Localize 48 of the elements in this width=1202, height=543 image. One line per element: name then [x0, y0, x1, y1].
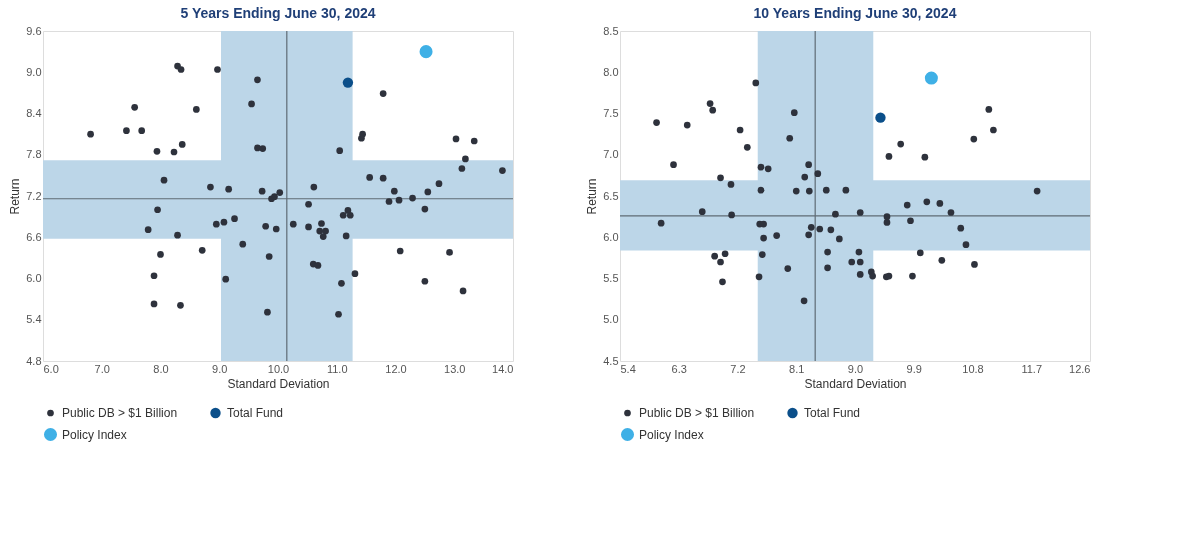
- x-tick-label: 9.9: [906, 362, 922, 375]
- legend-label: Public DB > $1 Billion: [639, 406, 755, 420]
- y-tick-label: 5.4: [26, 313, 42, 326]
- y-tick-label: 6.6: [26, 230, 42, 243]
- x-tick-label: 11.0: [326, 362, 348, 375]
- y-tick-label: 7.2: [26, 189, 42, 202]
- x-tick-label: 8.0: [153, 362, 169, 375]
- x-tick-label: 8.1: [789, 362, 805, 375]
- x-tick-label: 10.8: [962, 362, 984, 375]
- legend-label: Policy Index: [62, 427, 127, 442]
- y-tick-label: 9.0: [26, 65, 42, 78]
- x-tick-label: 6.0: [43, 362, 59, 375]
- y-tick-label: 4.5: [603, 354, 619, 367]
- x-tick-label: 11.7: [1021, 362, 1043, 375]
- x-axis-title: Standard Deviation: [227, 376, 330, 391]
- x-tick-label: 12.0: [385, 362, 407, 375]
- y-tick-label: 6.5: [603, 189, 619, 202]
- chart-title: 10 Years Ending June 30, 2024: [753, 5, 957, 21]
- chart-title: 5 Years Ending June 30, 2024: [180, 5, 376, 21]
- x-tick-label: 12.6: [1069, 362, 1091, 375]
- y-tick-label: 8.0: [603, 65, 619, 78]
- y-tick-label: 7.5: [603, 107, 619, 119]
- y-axis-title: Return: [8, 178, 23, 215]
- y-tick-label: 4.8: [26, 354, 42, 367]
- x-tick-label: 9.0: [212, 362, 228, 375]
- legend-label: Policy Index: [639, 427, 704, 442]
- x-tick-label: 7.0: [94, 362, 110, 375]
- y-tick-label: 5.5: [603, 272, 619, 284]
- y-tick-label: 7.8: [26, 148, 42, 161]
- y-tick-label: 8.5: [603, 24, 619, 37]
- y-tick-label: 6.0: [26, 272, 42, 284]
- x-tick-label: 14.0: [492, 362, 514, 375]
- y-tick-label: 5.0: [603, 313, 619, 326]
- legend-label: Total Fund: [804, 406, 861, 420]
- x-tick-label: 10.0: [267, 362, 290, 375]
- y-tick-label: 8.4: [26, 107, 42, 119]
- y-tick-label: 9.6: [26, 24, 42, 37]
- x-tick-label: 9.0: [847, 362, 864, 375]
- x-tick-label: 13.0: [444, 362, 466, 375]
- x-tick-label: 5.4: [620, 362, 636, 375]
- legend-label: Public DB > $1 Billion: [62, 406, 178, 420]
- legend-label: Total Fund: [227, 406, 284, 420]
- y-tick-label: 7.0: [603, 148, 619, 161]
- y-axis-title: Return: [585, 178, 600, 215]
- x-tick-label: 6.3: [671, 362, 687, 375]
- x-axis-title: Standard Deviation: [804, 376, 907, 391]
- x-tick-label: 7.2: [730, 362, 746, 375]
- y-tick-label: 6.0: [603, 230, 619, 243]
